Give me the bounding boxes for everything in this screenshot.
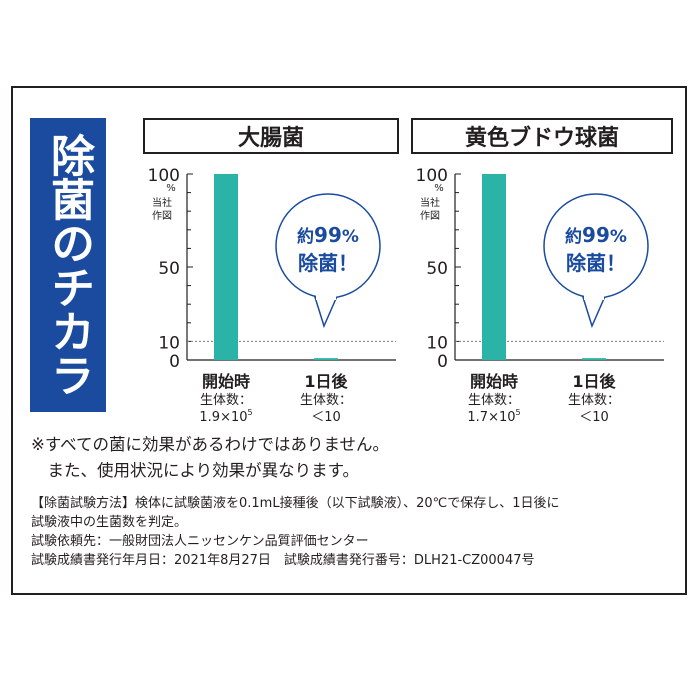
value-label-exponent: 5	[248, 408, 253, 417]
y-tick-label: 100	[148, 166, 180, 186]
callout-prefix: 約	[297, 226, 314, 247]
bar-start	[482, 174, 506, 360]
y-tick-label: 50	[158, 259, 180, 279]
category-label: 1日後	[304, 372, 348, 391]
value-label-line: 生体数：	[300, 393, 352, 408]
y-unit-label: %	[166, 183, 176, 194]
chart-title-staph-aureus: 黄色ブドウ球菌	[411, 118, 673, 154]
value-label-base: ＜10	[579, 410, 609, 425]
y-note-label: 作図	[420, 210, 440, 222]
y-tick-label: 0	[437, 352, 448, 372]
callout-line-1: 約99%	[297, 223, 359, 247]
method-line: 試験液中の生菌数を判定。	[31, 515, 188, 530]
y-note-label: 当社	[420, 196, 440, 209]
y-tick-label: 10	[158, 333, 180, 353]
content-frame	[11, 86, 687, 595]
method-line: 【除菌試験方法】検体に試験菌液を0.1mL接種後（以下試験液）、20℃で保存し、…	[31, 496, 560, 511]
y-unit-label: %	[434, 183, 444, 194]
y-tick-label: 0	[169, 352, 180, 372]
callout-line-1: 約99%	[565, 223, 627, 247]
callout-tail-mask	[584, 292, 604, 300]
value-label-count: ＜10	[579, 410, 609, 425]
value-label-exponent: 5	[516, 408, 521, 417]
y-tick-label: 10	[426, 333, 448, 353]
value-label-count: 1.9×105	[199, 408, 252, 425]
category-label: 開始時	[202, 372, 250, 391]
callout-unit: %	[610, 227, 627, 247]
y-note-label: 作図	[152, 210, 172, 222]
y-note-label: 当社	[152, 196, 172, 209]
value-label-line: 生体数：	[568, 393, 620, 408]
method-line: 試験依頼先：一般財団法人ニッセンケン品質評価センター	[31, 534, 369, 549]
value-label-line: 生体数：	[200, 393, 252, 408]
callout-value: 99	[314, 223, 342, 247]
bar-day1	[314, 358, 338, 360]
value-label-base: ＜10	[311, 410, 341, 425]
chart-title-e-coli: 大腸菌	[143, 118, 399, 154]
value-label-count: ＜10	[311, 410, 341, 425]
value-label-base: 1.7×10	[467, 410, 515, 425]
value-label-count: 1.7×105	[467, 408, 520, 425]
method-line: 試験成績書発行年月日：2021年8月27日 試験成績書発行番号：DLH21-CZ…	[31, 553, 535, 568]
callout-unit: %	[342, 227, 359, 247]
callout-value: 99	[582, 223, 610, 247]
test-method-info: 【除菌試験方法】検体に試験菌液を0.1mL接種後（以下試験液）、20℃で保存し、…	[31, 494, 681, 570]
bar-day1	[582, 358, 606, 360]
callout-line-2: 除菌！	[298, 251, 358, 275]
callout-line-2: 除菌！	[566, 251, 626, 275]
disclaimer-notes: ※すべての菌に効果があるわけではありません。 また、使用状況により効果が異なりま…	[31, 432, 671, 484]
value-label-base: 1.9×10	[199, 410, 247, 425]
y-tick-label: 100	[416, 166, 448, 186]
category-label: 開始時	[470, 372, 518, 391]
bar-start	[214, 174, 238, 360]
value-label-line: 生体数：	[468, 393, 520, 408]
callout-tail-mask	[316, 292, 336, 300]
y-tick-label: 50	[426, 259, 448, 279]
side-banner: 除菌のチカラ	[30, 118, 106, 412]
callout-prefix: 約	[565, 226, 582, 247]
note-line: また、使用状況により効果が異なります。	[31, 461, 360, 480]
bar-chart-staph-aureus: 01050100%当社作図開始時生体数：1.7×1051日後生体数：＜10約99…	[416, 166, 664, 425]
category-label: 1日後	[572, 372, 616, 391]
note-line: ※すべての菌に効果があるわけではありません。	[31, 435, 390, 454]
bar-chart-e-coli: 01050100%当社作図開始時生体数：1.9×1051日後生体数：＜10約99…	[148, 166, 396, 425]
